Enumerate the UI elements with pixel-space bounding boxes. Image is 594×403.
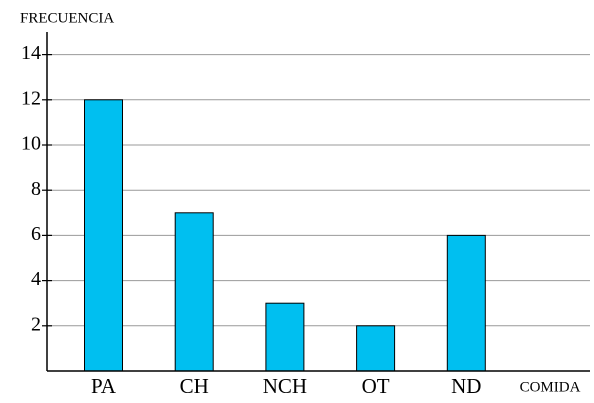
bar	[174, 212, 214, 372]
y-tick-label: 10	[21, 133, 41, 155]
y-tick-label: 12	[21, 87, 41, 109]
bar	[84, 99, 123, 372]
bar	[356, 325, 396, 372]
bar	[446, 234, 486, 372]
x-tick-label: ND	[451, 374, 481, 398]
x-tick-label: PA	[91, 374, 117, 398]
y-tick-label: 4	[31, 268, 41, 290]
x-tick-label: CH	[180, 374, 209, 398]
bar	[265, 302, 305, 372]
y-tick-label: 6	[31, 223, 41, 245]
y-axis-label: FRECUENCIA	[20, 10, 114, 26]
x-tick-label: NCH	[263, 374, 307, 398]
y-tick-label: 14	[21, 42, 41, 64]
x-tick-label: OT	[362, 374, 390, 398]
y-tick-label: 8	[31, 178, 41, 200]
x-axis-label: COMIDA	[520, 379, 581, 395]
y-tick-label: 2	[31, 313, 41, 335]
